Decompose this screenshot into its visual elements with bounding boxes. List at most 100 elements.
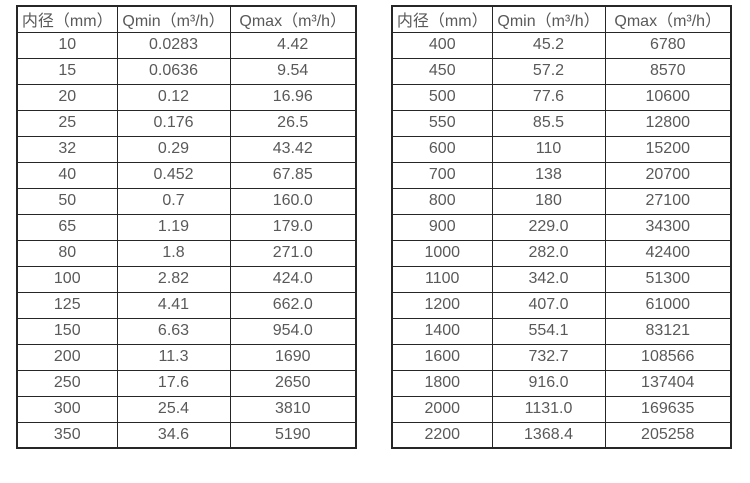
cell-diameter: 15 [16,57,118,85]
cell-diameter: 65 [16,213,118,241]
cell-diameter: 40 [16,161,118,189]
table-row: 400 45.2 6780 [391,31,732,59]
header-qmax: Qmax（m³/h） [604,5,732,33]
cell-qmin: 57.2 [491,57,606,85]
cell-qmax: 34300 [604,213,732,241]
cell-diameter: 100 [16,265,118,293]
cell-qmin: 4.41 [116,291,231,319]
cell-qmin: 77.6 [491,83,606,111]
cell-qmax: 1690 [229,343,357,371]
cell-qmin: 11.3 [116,343,231,371]
cell-diameter: 700 [391,161,493,189]
table-row: 15 0.0636 9.54 [16,57,357,85]
cell-qmin: 916.0 [491,369,606,397]
cell-qmax: 424.0 [229,265,357,293]
cell-qmin: 1.8 [116,239,231,267]
cell-qmin: 1131.0 [491,395,606,423]
cell-diameter: 1800 [391,369,493,397]
header-qmin: Qmin（m³/h） [491,5,606,33]
cell-qmin: 0.7 [116,187,231,215]
cell-qmax: 3810 [229,395,357,423]
cell-diameter: 1100 [391,265,493,293]
cell-qmax: 27100 [604,187,732,215]
cell-qmin: 25.4 [116,395,231,423]
cell-qmin: 1368.4 [491,421,606,449]
cell-qmax: 16.96 [229,83,357,111]
cell-qmax: 2650 [229,369,357,397]
cell-diameter: 50 [16,187,118,215]
table-row: 25 0.176 26.5 [16,109,357,137]
cell-qmin: 0.176 [116,109,231,137]
cell-qmax: 8570 [604,57,732,85]
cell-diameter: 2200 [391,421,493,449]
cell-diameter: 550 [391,109,493,137]
cell-qmax: 4.42 [229,31,357,59]
table-row: 65 1.19 179.0 [16,213,357,241]
table-row: 2000 1131.0 169635 [391,395,732,423]
header-qmax: Qmax（m³/h） [229,5,357,33]
table-row: 250 17.6 2650 [16,369,357,397]
table-row: 125 4.41 662.0 [16,291,357,319]
cell-qmin: 0.29 [116,135,231,163]
cell-diameter: 80 [16,239,118,267]
cell-qmin: 0.452 [116,161,231,189]
table-row: 1600 732.7 108566 [391,343,732,371]
cell-diameter: 1400 [391,317,493,345]
cell-diameter: 125 [16,291,118,319]
cell-qmax: 662.0 [229,291,357,319]
flow-table-large-diameters: 内径（mm） Qmin（m³/h） Qmax（m³/h） 400 45.2 6780 450… [391,5,732,449]
cell-qmin: 554.1 [491,317,606,345]
header-qmin: Qmin（m³/h） [116,5,231,33]
table-row: 1200 407.0 61000 [391,291,732,319]
cell-qmin: 229.0 [491,213,606,241]
cell-qmin: 282.0 [491,239,606,267]
table-row: 700 138 20700 [391,161,732,189]
cell-qmin: 407.0 [491,291,606,319]
cell-qmax: 954.0 [229,317,357,345]
cell-qmax: 137404 [604,369,732,397]
header-row: 内径（mm） Qmin（m³/h） Qmax（m³/h） [16,5,357,33]
cell-diameter: 400 [391,31,493,59]
cell-diameter: 500 [391,83,493,111]
cell-qmin: 180 [491,187,606,215]
cell-diameter: 150 [16,317,118,345]
table-row: 1800 916.0 137404 [391,369,732,397]
header-diameter: 内径（mm） [391,5,493,33]
table-row: 32 0.29 43.42 [16,135,357,163]
flow-rate-spec-tables: 内径（mm） Qmin（m³/h） Qmax（m³/h） 10 0.0283 4.42 15… [16,5,732,449]
table-row: 150 6.63 954.0 [16,317,357,345]
cell-qmin: 0.12 [116,83,231,111]
cell-qmax: 108566 [604,343,732,371]
table-row: 800 180 27100 [391,187,732,215]
cell-qmax: 42400 [604,239,732,267]
table-row: 80 1.8 271.0 [16,239,357,267]
table-row: 450 57.2 8570 [391,57,732,85]
cell-qmax: 51300 [604,265,732,293]
table-row: 2200 1368.4 205258 [391,421,732,449]
cell-diameter: 2000 [391,395,493,423]
cell-diameter: 1000 [391,239,493,267]
table-row: 500 77.6 10600 [391,83,732,111]
cell-diameter: 350 [16,421,118,449]
cell-diameter: 450 [391,57,493,85]
cell-qmax: 15200 [604,135,732,163]
cell-diameter: 25 [16,109,118,137]
cell-diameter: 32 [16,135,118,163]
cell-qmax: 67.85 [229,161,357,189]
cell-qmin: 732.7 [491,343,606,371]
table-row: 900 229.0 34300 [391,213,732,241]
cell-qmax: 5190 [229,421,357,449]
cell-diameter: 1600 [391,343,493,371]
cell-qmax: 12800 [604,109,732,137]
cell-qmin: 45.2 [491,31,606,59]
cell-qmax: 271.0 [229,239,357,267]
table-row: 20 0.12 16.96 [16,83,357,111]
cell-qmin: 110 [491,135,606,163]
table-row: 600 110 15200 [391,135,732,163]
cell-qmax: 160.0 [229,187,357,215]
cell-qmax: 43.42 [229,135,357,163]
table-row: 200 11.3 1690 [16,343,357,371]
cell-qmin: 17.6 [116,369,231,397]
table-row: 10 0.0283 4.42 [16,31,357,59]
cell-diameter: 20 [16,83,118,111]
